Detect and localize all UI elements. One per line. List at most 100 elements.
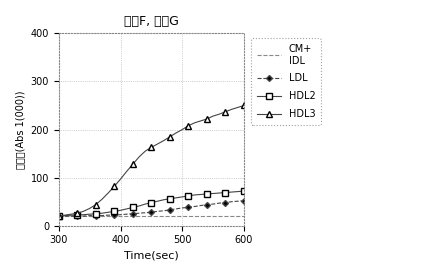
HDL2 xyxy=(210,192,216,195)
CM+
IDL xyxy=(174,214,179,218)
CM+
IDL xyxy=(180,214,185,218)
LDL xyxy=(81,214,86,218)
LDL xyxy=(87,214,92,217)
CM+
IDL xyxy=(75,214,80,218)
HDL3 xyxy=(235,106,240,109)
HDL3 xyxy=(93,203,98,206)
LDL xyxy=(210,202,216,206)
CM+
IDL xyxy=(68,214,74,218)
CM+
IDL xyxy=(112,214,117,218)
HDL3 xyxy=(155,142,160,146)
HDL2 xyxy=(180,195,185,198)
LDL xyxy=(124,213,129,216)
CM+
IDL xyxy=(130,214,136,218)
Line: HDL3: HDL3 xyxy=(56,103,247,219)
HDL3 xyxy=(204,117,210,121)
HDL2 xyxy=(161,198,166,201)
HDL2 xyxy=(204,192,210,196)
Y-axis label: 吸光度(Abs 1(000)): 吸光度(Abs 1(000)) xyxy=(15,90,25,169)
CM+
IDL xyxy=(167,214,172,218)
HDL3 xyxy=(130,163,136,166)
HDL3 xyxy=(112,185,117,188)
LDL xyxy=(180,206,185,209)
HDL2 xyxy=(118,209,123,212)
CM+
IDL xyxy=(62,214,68,218)
CM+
IDL xyxy=(155,214,160,218)
HDL2 xyxy=(93,212,98,215)
HDL2 xyxy=(75,213,80,217)
HDL3 xyxy=(217,113,222,116)
LDL xyxy=(229,200,234,203)
LDL xyxy=(192,205,197,208)
CM+
IDL xyxy=(93,214,98,218)
LDL xyxy=(155,210,160,213)
CM+
IDL xyxy=(136,214,142,218)
LDL xyxy=(136,212,142,215)
LDL xyxy=(56,214,61,218)
HDL2 xyxy=(192,193,197,197)
HDL2 xyxy=(167,197,172,200)
HDL2 xyxy=(155,200,160,203)
LDL xyxy=(106,213,111,217)
HDL3 xyxy=(186,124,191,127)
HDL2 xyxy=(198,193,204,196)
CM+
IDL xyxy=(235,214,240,218)
HDL3 xyxy=(149,146,154,149)
LDL xyxy=(161,209,166,213)
HDL2 xyxy=(106,211,111,214)
HDL2 xyxy=(81,213,86,216)
LDL xyxy=(204,203,210,206)
LDL xyxy=(100,214,105,217)
HDL3 xyxy=(192,121,197,124)
HDL3 xyxy=(210,115,216,118)
HDL2 xyxy=(124,207,129,211)
CM+
IDL xyxy=(192,214,197,218)
HDL3 xyxy=(242,104,247,107)
CM+
IDL xyxy=(161,214,166,218)
HDL2 xyxy=(229,190,234,194)
HDL2 xyxy=(62,214,68,217)
LDL xyxy=(186,206,191,209)
CM+
IDL xyxy=(210,214,216,218)
CM+
IDL xyxy=(229,214,234,218)
HDL3 xyxy=(174,131,179,135)
CM+
IDL xyxy=(87,214,92,218)
HDL3 xyxy=(229,108,234,111)
LDL xyxy=(198,204,204,207)
LDL xyxy=(235,200,240,203)
LDL xyxy=(167,208,172,211)
HDL2 xyxy=(235,190,240,193)
HDL3 xyxy=(124,170,129,173)
CM+
IDL xyxy=(81,214,86,218)
HDL3 xyxy=(75,212,80,215)
CM+
IDL xyxy=(223,214,228,218)
HDL3 xyxy=(136,155,142,159)
HDL2 xyxy=(186,194,191,198)
HDL3 xyxy=(100,198,105,201)
CM+
IDL xyxy=(100,214,105,218)
CM+
IDL xyxy=(118,214,123,218)
HDL3 xyxy=(81,210,86,213)
HDL2 xyxy=(223,191,228,194)
Legend: CM+
IDL, LDL, HDL2, HDL3: CM+ IDL, LDL, HDL2, HDL3 xyxy=(251,38,321,125)
LDL xyxy=(174,207,179,211)
HDL3 xyxy=(56,214,61,218)
HDL3 xyxy=(87,207,92,210)
LDL xyxy=(68,214,74,218)
HDL3 xyxy=(118,177,123,181)
HDL2 xyxy=(100,212,105,215)
X-axis label: Time(sec): Time(sec) xyxy=(124,251,179,261)
LDL xyxy=(217,201,222,205)
LDL xyxy=(223,201,228,204)
Line: LDL: LDL xyxy=(57,199,246,218)
CM+
IDL xyxy=(106,214,111,218)
HDL3 xyxy=(167,135,172,138)
LDL xyxy=(62,214,68,218)
HDL3 xyxy=(223,110,228,113)
HDL2 xyxy=(112,210,117,213)
LDL xyxy=(142,211,148,214)
HDL3 xyxy=(62,213,68,217)
HDL2 xyxy=(149,201,154,204)
HDL2 xyxy=(56,214,61,218)
CM+
IDL xyxy=(124,214,129,218)
